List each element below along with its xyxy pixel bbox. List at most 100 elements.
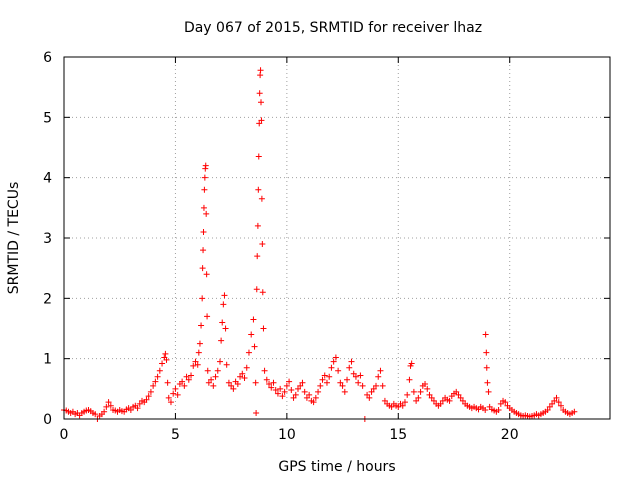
data-point xyxy=(156,367,163,374)
y-axis-label: SRMTID / TECUs xyxy=(6,182,22,295)
data-point xyxy=(415,394,422,401)
data-point xyxy=(315,388,322,395)
data-point xyxy=(251,343,258,350)
data-point xyxy=(183,373,190,380)
data-point xyxy=(290,394,297,401)
chart-title: Day 067 of 2015, SRMTID for receiver lha… xyxy=(184,20,482,36)
data-point xyxy=(222,325,229,332)
data-point xyxy=(413,397,420,404)
data-point xyxy=(107,402,114,409)
data-point xyxy=(346,364,353,371)
data-point xyxy=(234,381,241,388)
data-point xyxy=(256,90,263,97)
data-point xyxy=(230,385,237,392)
data-point xyxy=(279,393,286,400)
data-point xyxy=(446,397,453,404)
data-point xyxy=(408,360,415,367)
x-tick-label: 5 xyxy=(171,427,180,443)
data-point xyxy=(258,117,265,124)
data-point xyxy=(328,364,335,371)
data-point xyxy=(341,388,348,395)
data-point xyxy=(105,399,112,406)
data-point xyxy=(152,378,159,385)
x-axis-label: GPS time / hours xyxy=(278,459,395,475)
data-point xyxy=(482,331,489,338)
data-point xyxy=(301,388,308,395)
data-point xyxy=(459,397,466,404)
data-point xyxy=(164,379,171,386)
data-point xyxy=(200,204,207,211)
data-point xyxy=(377,367,384,374)
data-point xyxy=(266,381,273,388)
data-point xyxy=(283,382,290,389)
x-tick-label: 15 xyxy=(389,427,407,443)
data-point xyxy=(255,153,262,160)
data-point xyxy=(417,388,424,395)
data-points xyxy=(61,67,578,422)
data-point xyxy=(350,370,357,377)
data-point xyxy=(426,391,433,398)
data-point xyxy=(295,385,301,392)
data-point xyxy=(225,379,232,386)
data-point xyxy=(145,393,152,400)
data-point xyxy=(253,286,260,293)
data-point xyxy=(482,406,489,413)
data-point xyxy=(218,337,225,344)
data-point xyxy=(379,382,386,389)
y-tick-label: 3 xyxy=(43,231,52,247)
data-point xyxy=(272,387,279,394)
data-point xyxy=(453,388,460,395)
data-point xyxy=(179,378,186,385)
data-point xyxy=(286,378,293,385)
data-point xyxy=(263,376,270,383)
data-point xyxy=(261,367,268,374)
data-point xyxy=(258,99,265,106)
data-point xyxy=(201,174,208,181)
data-point xyxy=(484,379,491,386)
data-point xyxy=(303,394,310,401)
data-point xyxy=(457,394,464,401)
data-point xyxy=(299,379,306,386)
data-point xyxy=(455,391,462,398)
data-point xyxy=(134,405,141,412)
data-point xyxy=(136,400,143,407)
data-point xyxy=(228,382,235,389)
data-point xyxy=(174,391,181,398)
y-tick-label: 4 xyxy=(43,171,52,187)
data-point xyxy=(317,382,324,389)
data-point xyxy=(357,372,364,379)
data-point xyxy=(252,379,259,386)
y-tick-labels: 0 1 2 3 4 5 6 xyxy=(43,50,52,428)
data-point xyxy=(167,399,174,406)
data-point xyxy=(220,301,227,308)
data-point xyxy=(199,295,206,302)
data-point xyxy=(258,195,265,202)
data-point xyxy=(310,399,317,406)
data-point xyxy=(335,367,342,374)
data-point xyxy=(241,374,248,381)
data-point xyxy=(203,271,210,278)
data-point xyxy=(274,390,281,397)
data-point xyxy=(194,361,201,368)
y-tick-label: 1 xyxy=(43,352,52,368)
data-point xyxy=(495,406,502,413)
data-point xyxy=(483,364,490,371)
data-point xyxy=(551,397,558,404)
x-tick-label: 10 xyxy=(278,427,296,443)
data-point xyxy=(250,316,257,323)
data-point xyxy=(210,382,217,389)
data-point xyxy=(348,358,355,365)
data-point xyxy=(277,385,284,392)
data-point xyxy=(162,350,169,357)
data-point xyxy=(200,247,207,254)
data-point xyxy=(200,228,207,235)
data-point xyxy=(163,356,170,363)
data-point xyxy=(205,379,212,386)
y-tick-label: 0 xyxy=(43,412,52,428)
data-point xyxy=(204,313,211,320)
data-point xyxy=(270,379,277,386)
data-point xyxy=(202,162,209,169)
y-tick-label: 6 xyxy=(43,50,52,66)
data-point xyxy=(557,402,564,409)
